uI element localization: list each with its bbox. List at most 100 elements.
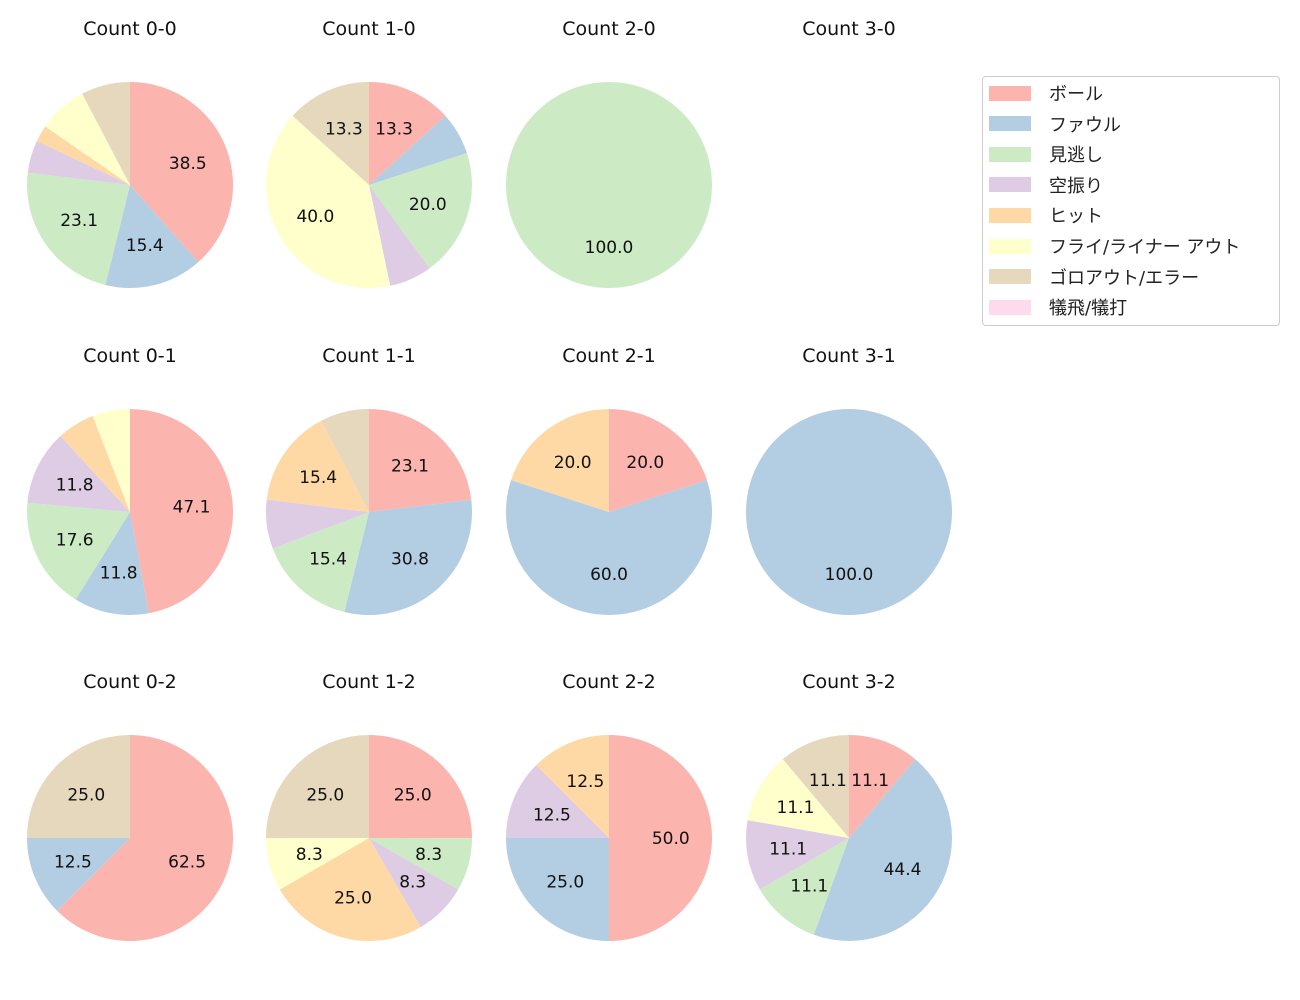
pie-slice-ボール — [369, 82, 446, 185]
slice-label: 25.0 — [67, 785, 105, 805]
pie-slice-空振り — [369, 838, 459, 928]
slice-label: 20.0 — [409, 195, 447, 215]
pie-slice-フライ/ライナー アウト — [747, 759, 849, 838]
pie-slice-空振り — [27, 141, 131, 185]
slice-label: 62.5 — [168, 853, 206, 873]
legend-item: 空振り — [989, 175, 1103, 197]
slice-label: 8.3 — [399, 873, 426, 893]
slice-label: 12.5 — [54, 853, 92, 873]
legend-label: 見逃し — [1049, 145, 1103, 167]
pie-title: Count 1-2 — [322, 671, 416, 693]
pie-title: Count 2-0 — [562, 18, 656, 40]
pie-slice-空振り — [266, 499, 369, 549]
legend-item: 犠飛/犠打 — [989, 297, 1127, 319]
slice-label: 11.1 — [851, 771, 889, 791]
slice-label: 44.4 — [884, 860, 922, 880]
pie-title: Count 0-2 — [83, 671, 177, 693]
slice-label: 15.4 — [299, 468, 337, 488]
legend-swatch — [989, 146, 1031, 162]
pie-slice-ファウル — [26, 838, 130, 911]
pie-slice-ボール — [369, 409, 472, 512]
legend-swatch — [989, 299, 1031, 315]
pie-title: Count 0-0 — [83, 18, 177, 40]
slice-label: 11.8 — [100, 564, 138, 584]
slice-label: 8.3 — [415, 845, 442, 865]
slice-label: 40.0 — [296, 207, 334, 227]
pie-slice-見逃し — [506, 82, 712, 288]
pie-slice-ヒット — [60, 415, 130, 512]
legend-item: ボール — [989, 83, 1103, 105]
pie-slice-ゴロアウト/エラー — [27, 735, 130, 838]
slice-label: 100.0 — [825, 565, 874, 585]
legend-item: ファウル — [989, 114, 1121, 136]
pie-slice-ファウル — [105, 185, 199, 289]
pie-slice-ファウル — [369, 115, 467, 185]
pie-slice-ヒット — [36, 126, 130, 185]
slice-label: 12.5 — [533, 805, 571, 825]
slice-label: 100.0 — [585, 238, 634, 258]
legend-label: 空振り — [1049, 175, 1103, 197]
slice-label: 20.0 — [626, 453, 664, 473]
slice-label: 25.0 — [334, 889, 372, 909]
legend-label: ゴロアウト/エラー — [1049, 267, 1200, 289]
pie-title: Count 2-2 — [562, 671, 656, 693]
legend-item: 見逃し — [989, 144, 1103, 167]
slice-label: 17.6 — [56, 531, 94, 551]
slice-label: 15.4 — [309, 549, 347, 569]
pie-slice-ファウル — [344, 499, 473, 615]
pie-slice-見逃し — [26, 502, 131, 600]
slice-label: 11.1 — [790, 876, 828, 896]
slice-label: 23.1 — [391, 457, 429, 477]
slice-label: 13.3 — [375, 120, 413, 140]
pie-slice-ファウル — [506, 838, 609, 941]
pie-slice-フライ/ライナー アウト — [266, 115, 391, 288]
slice-label: 11.1 — [809, 771, 847, 791]
pie-slice-フライ/ライナー アウト — [266, 838, 369, 890]
pie-slice-ヒット — [511, 409, 609, 512]
legend-swatch — [989, 177, 1031, 193]
pie-slice-ファウル — [813, 759, 952, 942]
slice-label: 38.5 — [169, 154, 207, 174]
pie-slice-ゴロアウト/エラー — [321, 409, 369, 512]
slice-label: 11.8 — [56, 476, 94, 496]
pie-slice-ボール — [609, 409, 707, 512]
pie-title: Count 3-2 — [802, 671, 896, 693]
pie-slice-空振り — [27, 435, 130, 512]
pie-title: Count 1-0 — [322, 18, 416, 40]
slice-label: 25.0 — [394, 785, 432, 805]
legend-label: ボール — [1049, 84, 1103, 105]
legend-swatch — [989, 238, 1031, 254]
slice-label: 11.1 — [777, 798, 815, 818]
pie-slice-見逃し — [369, 153, 472, 269]
legend-swatch — [989, 116, 1031, 132]
pie-slice-ファウル — [746, 409, 952, 615]
pie-slice-ボール — [369, 735, 472, 839]
slice-label: 8.3 — [296, 845, 323, 865]
slice-label: 60.0 — [590, 565, 628, 585]
pie-slice-空振り — [369, 185, 430, 286]
slice-label: 47.1 — [173, 497, 211, 517]
legend-label: ファウル — [1049, 114, 1121, 136]
legend-swatch — [989, 85, 1031, 101]
legend-item: フライ/ライナー アウト — [989, 236, 1240, 258]
legend-item: ゴロアウト/エラー — [989, 267, 1200, 289]
pie-title: Count 3-1 — [802, 345, 896, 367]
slice-label: 20.0 — [554, 453, 592, 473]
pie-slice-ファウル — [506, 480, 712, 616]
pie-slice-ヒット — [266, 420, 369, 512]
pie-slice-フライ/ライナー アウト — [92, 409, 130, 512]
pie-slice-見逃し — [26, 172, 131, 286]
pie-slice-見逃し — [369, 838, 472, 890]
pie-title: Count 1-1 — [322, 345, 416, 367]
legend-swatch — [989, 269, 1031, 285]
pie-slice-ヒット — [536, 735, 609, 838]
slice-label: 12.5 — [566, 772, 604, 792]
slice-label: 30.8 — [391, 549, 429, 569]
pie-slice-ボール — [130, 82, 233, 263]
slice-label: 25.0 — [546, 873, 584, 893]
pie-title: Count 3-0 — [802, 18, 896, 40]
legend-swatch — [989, 207, 1031, 223]
pie-slice-空振り — [506, 765, 609, 838]
